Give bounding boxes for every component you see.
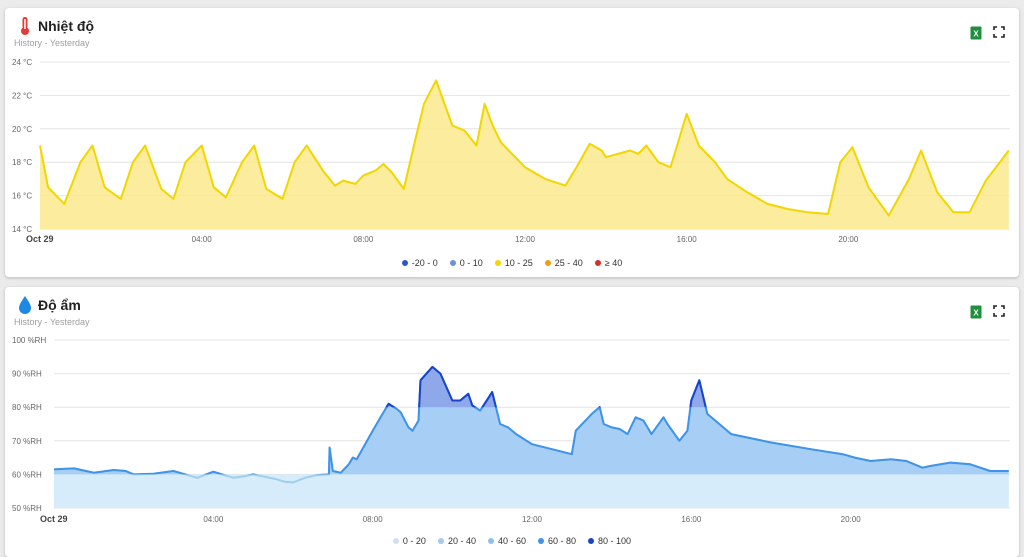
panel-subtitle: History - Yesterday	[14, 38, 90, 48]
legend-dot	[594, 259, 601, 266]
x-tick-label: 20:00	[838, 235, 859, 244]
legend-item[interactable]: -20 - 0	[401, 258, 438, 268]
humidity-legend: 0 - 20 20 - 40 40 - 60 60 - 80 80 - 100	[5, 536, 1019, 546]
x-tick-label: Oct 29	[26, 234, 54, 244]
x-tick-label: 20:00	[841, 515, 862, 524]
temperature-legend: -20 - 0 0 - 10 10 - 25 25 - 40 ≥ 40	[5, 258, 1019, 268]
panel-title: Nhiệt độ	[38, 18, 94, 34]
y-tick-label: 90 %RH	[12, 370, 42, 379]
y-tick-label: 18 °C	[12, 158, 32, 167]
y-tick-label: 70 %RH	[12, 437, 42, 446]
legend-label: 10 - 25	[504, 258, 533, 268]
water-drop-icon	[19, 296, 31, 314]
legend-dot	[494, 259, 501, 266]
temperature-card: Nhiệt độ History - Yesterday X 14 °C 16 °…	[5, 8, 1019, 277]
x-tick-label: Oct 29	[40, 514, 68, 524]
legend-dot	[401, 259, 408, 266]
x-tick-label: 08:00	[353, 235, 374, 244]
excel-export-icon[interactable]: X	[969, 305, 983, 319]
svg-text:X: X	[973, 309, 979, 318]
legend-dot	[588, 537, 595, 544]
y-tick-label: 16 °C	[12, 192, 32, 201]
x-tick-label: 08:00	[363, 515, 384, 524]
y-tick-label: 20 °C	[12, 125, 32, 134]
legend-item[interactable]: 25 - 40	[544, 258, 583, 268]
legend-label: 0 - 20	[402, 536, 426, 546]
legend-dot	[544, 259, 551, 266]
band-low	[54, 474, 1009, 508]
thermometer-icon	[21, 17, 29, 35]
series-line	[39, 79, 1010, 217]
legend-dot	[538, 537, 544, 544]
fullscreen-icon[interactable]	[993, 26, 1005, 38]
legend-label: 0 - 10	[459, 258, 483, 268]
legend-label: 40 - 60	[497, 536, 526, 546]
x-tick-label: 16:00	[681, 515, 702, 524]
temperature-chart: 14 °C 16 °C 18 °C 20 °C 22 °C 24 °C Oct 29 04:0…	[12, 58, 1010, 244]
legend-label: -20 - 0	[411, 258, 438, 268]
x-tick-label: 12:00	[522, 515, 543, 524]
series-area	[54, 366, 1009, 475]
y-tick-label: 24 °C	[12, 58, 32, 67]
excel-export-icon[interactable]: X	[969, 26, 983, 40]
series-area	[40, 80, 1009, 230]
y-tick-label: 14 °C	[12, 225, 32, 234]
legend-dot	[487, 537, 494, 544]
legend-item[interactable]: 0 - 10	[449, 258, 483, 268]
y-tick-label: 60 %RH	[12, 470, 42, 479]
legend-dot	[449, 259, 456, 266]
svg-text:X: X	[973, 30, 979, 39]
legend-item[interactable]: 40 - 60	[487, 536, 526, 546]
legend-item[interactable]: 10 - 25	[494, 258, 533, 268]
legend-dot	[437, 537, 444, 544]
legend-label: 60 - 80	[548, 536, 577, 546]
legend-label: 25 - 40	[554, 258, 583, 268]
humidity-card: Độ ẩm History - Yesterday X 50 %RH 60 %RH…	[5, 287, 1019, 557]
panel-subtitle: History - Yesterday	[14, 317, 90, 327]
legend-dot	[392, 537, 399, 544]
legend-label: 20 - 40	[447, 536, 476, 546]
x-tick-label: 16:00	[677, 235, 698, 244]
series-line-high	[385, 365, 707, 408]
y-tick-label: 22 °C	[12, 91, 32, 100]
y-tick-label: 50 %RH	[12, 504, 42, 513]
x-tick-label: 12:00	[515, 235, 536, 244]
x-tick-label: 04:00	[192, 235, 213, 244]
legend-item[interactable]: 20 - 40	[437, 536, 476, 546]
y-tick-label: 80 %RH	[12, 403, 42, 412]
humidity-chart: 50 %RH 60 %RH 70 %RH 80 %RH 90 %RH 100 %RH Oct…	[12, 336, 1010, 524]
legend-label: ≥ 40	[604, 258, 623, 268]
panel-title: Độ ẩm	[38, 297, 81, 313]
x-tick-label: 04:00	[203, 515, 224, 524]
legend-label: 80 - 100	[598, 536, 632, 546]
y-tick-label: 100 %RH	[12, 336, 46, 345]
series-area-high	[386, 366, 706, 408]
legend-item[interactable]: 0 - 20	[392, 536, 426, 546]
legend-item[interactable]: 80 - 100	[588, 536, 631, 546]
legend-item[interactable]: 60 - 80	[538, 536, 576, 546]
legend-item[interactable]: ≥ 40	[594, 258, 623, 268]
fullscreen-icon[interactable]	[993, 305, 1005, 317]
